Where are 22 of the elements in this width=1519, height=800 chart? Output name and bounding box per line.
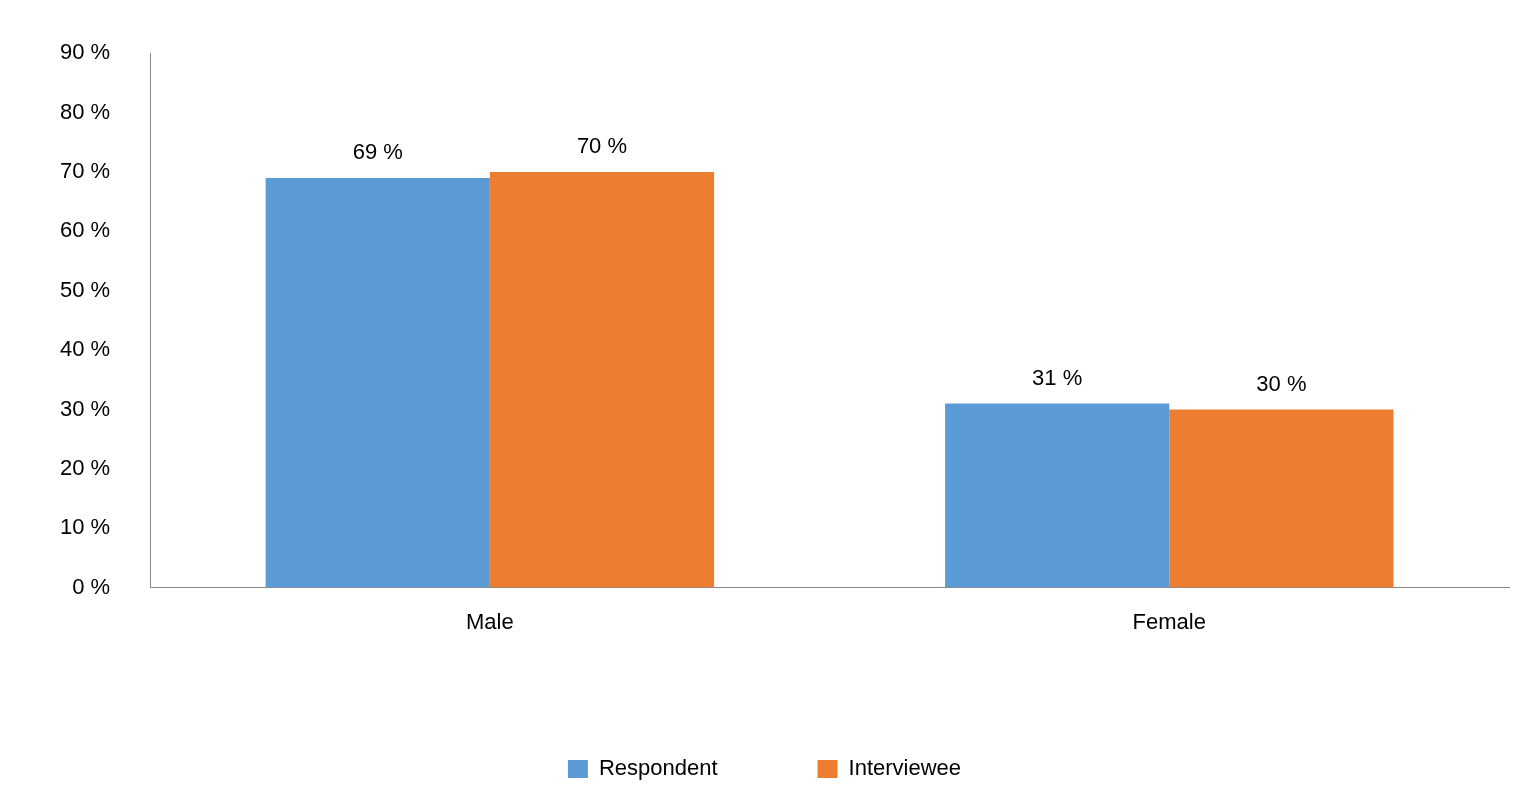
y-tick-label: 50 % [59, 276, 111, 302]
y-tick-label: 70 % [59, 158, 111, 184]
y-tick-label: 90 % [59, 39, 111, 65]
bar [265, 177, 490, 588]
data-label: 70 % [576, 133, 628, 159]
y-tick-label: 10 % [59, 514, 111, 540]
data-label: 30 % [1256, 370, 1307, 396]
y-tick-label: 40 % [59, 336, 111, 362]
bar [489, 171, 715, 588]
data-label: 31 % [1032, 364, 1083, 390]
y-tick-label: 60 % [59, 217, 111, 243]
y-tick-label: 30 % [59, 395, 111, 421]
y-tick-label: 0 % [72, 573, 111, 599]
x-tick-label: Male [466, 608, 514, 634]
y-tick-label: 20 % [59, 454, 111, 480]
y-tick-label: 80 % [59, 98, 111, 124]
data-label: 69 % [352, 138, 403, 164]
legend-label: Respondent [598, 755, 718, 781]
bar [945, 403, 1170, 588]
bar [1169, 409, 1394, 588]
legend-label: Interviewee [848, 755, 962, 781]
x-tick-label: Female [1132, 608, 1206, 634]
